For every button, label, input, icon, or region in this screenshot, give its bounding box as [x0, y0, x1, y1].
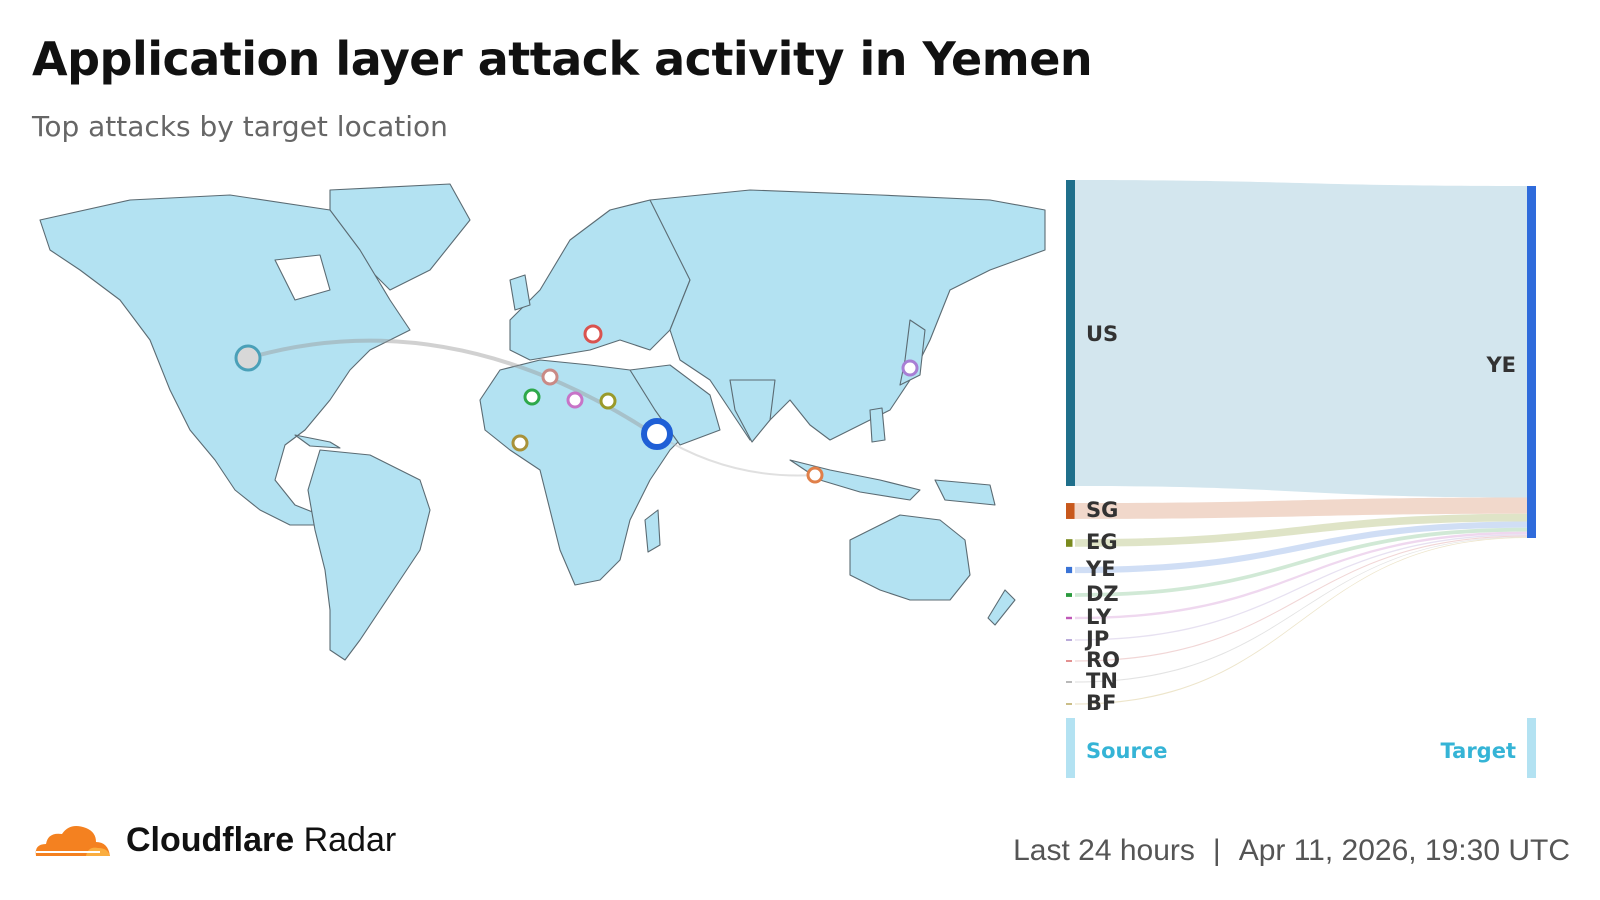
land-new-guinea [934, 479, 996, 506]
land-asia [649, 189, 1046, 441]
timestamp: Apr 11, 2026, 19:30 UTC [1238, 834, 1570, 867]
source-label-eg: EG [1086, 530, 1118, 554]
time-period: Last 24 hours [1013, 834, 1195, 867]
target-node-label: YE [1485, 353, 1516, 377]
source-node-sg[interactable] [1066, 503, 1075, 519]
sankey-nodes [1066, 180, 1075, 705]
brand-name-bold: Cloudflare [126, 820, 295, 859]
sankey-link-tn[interactable] [1075, 536, 1527, 683]
land-madagascar [644, 509, 661, 553]
source-node-dz[interactable] [1066, 593, 1072, 597]
sankey-link-bf[interactable] [1075, 537, 1527, 705]
cloudflare-radar-logo: Cloudflare Radar [30, 820, 396, 860]
source-label-tn: TN [1086, 669, 1118, 693]
marker-ye[interactable] [641, 418, 673, 450]
sankey-link-sg[interactable] [1075, 497, 1527, 519]
land-philippines [869, 407, 886, 443]
marker-ro[interactable] [583, 324, 603, 344]
page-subtitle: Top attacks by target location [32, 110, 448, 143]
source-node-bf[interactable] [1066, 703, 1072, 705]
hudson-bay [274, 254, 331, 301]
marker-bf[interactable] [511, 434, 529, 452]
land-new-zealand [987, 589, 1016, 626]
arc-us-ye [246, 338, 657, 437]
sankey-link-ly[interactable] [1075, 531, 1527, 620]
target-node-ye [1527, 186, 1536, 538]
sankey-link-ro[interactable] [1075, 535, 1527, 662]
source-label-sg: SG [1086, 498, 1118, 522]
source-label-bf: BF [1086, 691, 1116, 715]
footer-separator: | [1212, 834, 1221, 867]
land-uk [509, 274, 531, 311]
marker-us[interactable] [234, 344, 262, 372]
marker-jp[interactable] [901, 359, 919, 377]
source-label-us: US [1086, 322, 1118, 346]
cloudflare-cloud-icon [35, 826, 110, 856]
sankey-link-ye[interactable] [1075, 521, 1527, 574]
source-node-jp[interactable] [1066, 639, 1072, 641]
marker-sg[interactable] [806, 466, 824, 484]
arc-sg-ye [657, 434, 816, 477]
source-node-us[interactable] [1066, 180, 1075, 486]
map-markers [234, 324, 919, 484]
source-label-ye: YE [1085, 557, 1116, 581]
page-title: Application layer attack activity in Yem… [32, 32, 1093, 86]
source-node-ye[interactable] [1066, 566, 1073, 574]
source-node-ro[interactable] [1066, 660, 1072, 662]
marker-ly[interactable] [566, 391, 584, 409]
source-label-dz: DZ [1086, 582, 1119, 606]
land-caribbean [294, 434, 341, 449]
land-masses [39, 183, 1046, 661]
land-indonesia [789, 459, 921, 501]
source-label-ly: LY [1086, 605, 1112, 629]
sankey-links [1075, 180, 1527, 705]
sankey-link-eg[interactable] [1075, 513, 1527, 547]
source-label-ro: RO [1086, 648, 1120, 672]
target-axis-bar [1527, 718, 1536, 778]
sankey-link-us[interactable] [1075, 180, 1527, 498]
world-map [39, 183, 1046, 661]
land-arabia [629, 364, 721, 446]
marker-tn[interactable] [541, 368, 559, 386]
marker-eg[interactable] [599, 392, 617, 410]
sankey-link-dz[interactable] [1075, 527, 1527, 597]
target-axis-label: Target [1441, 739, 1516, 763]
source-node-ly[interactable] [1066, 616, 1072, 620]
source-axis-bar [1066, 718, 1075, 778]
source-axis-label: Source [1086, 739, 1168, 763]
brand-name-regular: Radar [303, 820, 397, 859]
source-node-tn[interactable] [1066, 681, 1072, 683]
source-label-jp: JP [1084, 627, 1109, 651]
land-australia [849, 514, 971, 601]
land-south-america [307, 449, 431, 661]
land-india [729, 379, 776, 443]
sankey-link-jp[interactable] [1075, 534, 1527, 641]
time-range-info: Last 24 hours | Apr 11, 2026, 19:30 UTC [1013, 834, 1570, 868]
attack-arcs [246, 338, 816, 477]
marker-dz[interactable] [523, 388, 541, 406]
source-node-eg[interactable] [1066, 539, 1073, 547]
